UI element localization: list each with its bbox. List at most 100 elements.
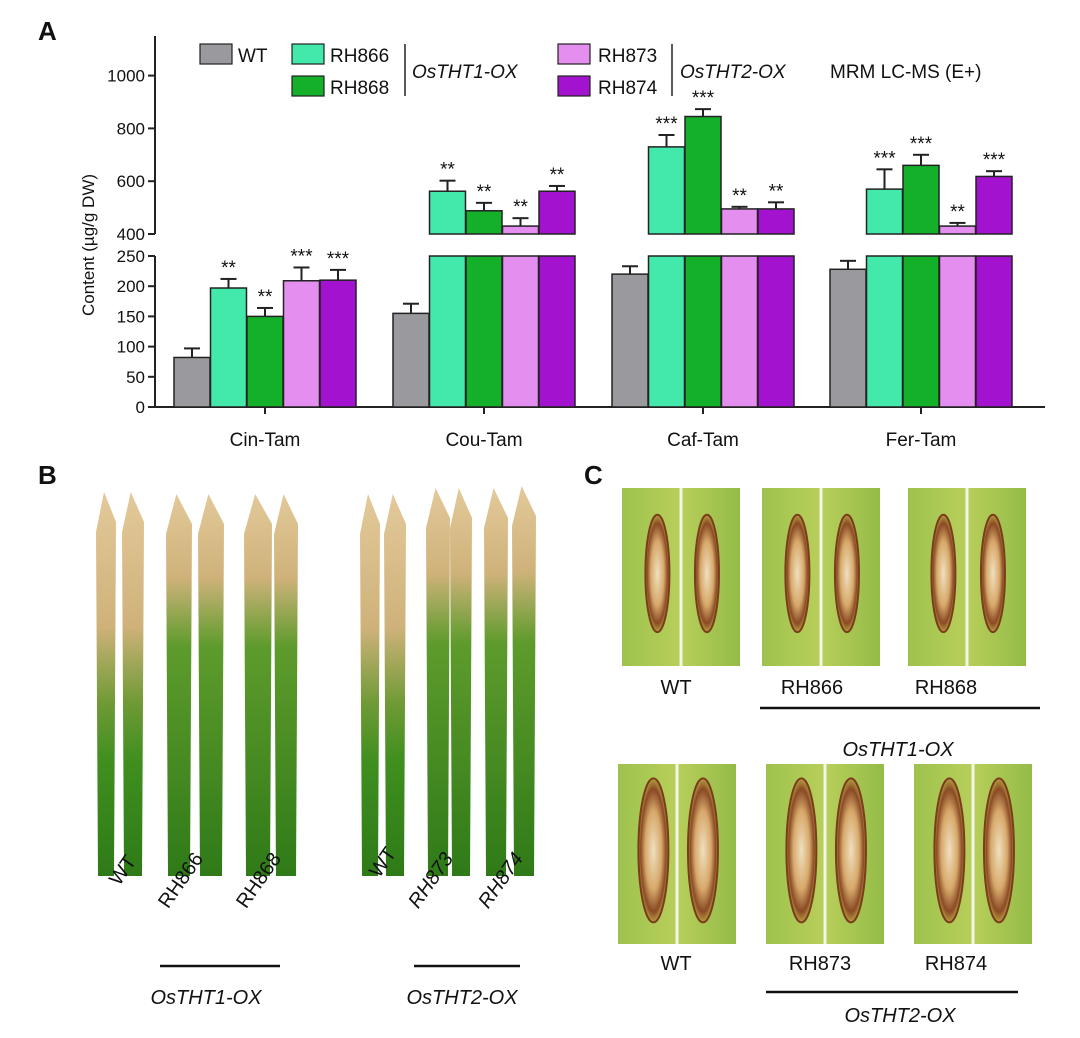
leaf-2 <box>122 492 144 876</box>
leaf-group-label-1: OsTHT1-OX <box>150 987 262 1009</box>
lesion-label-rh868: RH868 <box>915 677 977 699</box>
y-tick-label-upper-0: 400 <box>117 225 145 244</box>
lesion-group-label-1: OsTHT1-OX <box>842 739 954 761</box>
bar-rh873-caf-tam <box>720 208 759 235</box>
leaf-1 <box>96 492 116 876</box>
lesion-label-wt-2: WT <box>660 953 691 975</box>
lesion-photo-3 <box>908 488 1026 666</box>
bar-rh868-cin-tam <box>246 315 284 408</box>
leaf-11 <box>484 488 508 876</box>
bar-rh874-fer-tam-sig: *** <box>983 150 1006 171</box>
bar-rh874-fer-tam <box>975 175 1013 235</box>
bar-wt-cou-tam <box>392 312 430 408</box>
legend: WT RH866 RH868 OsTHT1-OX RH873 RH874 OsT… <box>199 43 981 99</box>
panel-label-a: A <box>38 16 57 46</box>
legend-label-rh873: RH873 <box>598 46 657 67</box>
lesion-label-rh873: RH873 <box>789 953 851 975</box>
bar-wt-fer-tam <box>829 268 867 408</box>
legend-label-rh866: RH866 <box>330 46 389 67</box>
bar-rh868-cou-tam-sig: ** <box>477 182 492 203</box>
legend-swatch-wt <box>199 43 233 65</box>
bar-rh874-cin-tam-sig: *** <box>327 249 350 270</box>
chart-title: MRM LC-MS (E+) <box>830 62 981 83</box>
y-tick-label-upper-2: 800 <box>117 119 145 138</box>
bar-rh866-cin-tam <box>209 287 248 408</box>
leaf-4 <box>198 494 224 876</box>
y-tick-label-lower-0: 0 <box>136 398 145 417</box>
bar-rh868-fer-tam-sig: *** <box>910 134 933 155</box>
bar-rh868-caf-tam <box>684 115 722 235</box>
bar-wt-cin-tam <box>173 356 211 408</box>
bar-rh866-cou-tam-lower <box>428 255 467 408</box>
bar-rh873-cin-tam <box>282 280 321 408</box>
bar-rh868-cou-tam <box>465 210 503 235</box>
panel-label-b: B <box>38 460 57 490</box>
panel-b-leaves-photo: WT RH866 RH868 OsTHT1-OX WT RH873 RH874 … <box>96 486 536 1009</box>
y-tick-label-upper-3: 1000 <box>107 67 145 86</box>
legend-group-1: OsTHT1-OX <box>412 62 519 83</box>
bar-rh873-cou-tam-lower <box>501 255 540 408</box>
leaf-12 <box>512 486 536 876</box>
lesion-label-rh866: RH866 <box>781 677 843 699</box>
lesion-label-wt-1: WT <box>660 677 691 699</box>
bar-rh873-fer-tam-sig: ** <box>950 202 965 223</box>
legend-swatch-rh866 <box>291 43 325 65</box>
lesion-photo-6 <box>914 764 1032 944</box>
bar-rh873-fer-tam <box>938 225 977 235</box>
y-tick-label-lower-3: 150 <box>117 307 145 326</box>
bar-rh866-caf-tam-sig: *** <box>655 114 678 135</box>
y-tick-label-lower-5: 250 <box>117 247 145 266</box>
bar-rh873-cin-tam-sig: *** <box>290 246 313 267</box>
y-tick-label-lower-4: 200 <box>117 277 145 296</box>
bar-rh868-caf-tam-sig: *** <box>692 88 715 109</box>
x-tick-label-1: Cou-Tam <box>445 430 522 451</box>
legend-label-rh874: RH874 <box>598 78 658 99</box>
legend-group-2: OsTHT2-OX <box>680 62 787 83</box>
bar-rh874-caf-tam-lower <box>757 255 795 408</box>
leaf-10 <box>450 488 472 876</box>
bar-rh866-cou-tam <box>428 190 467 235</box>
x-tick-label-3: Fer-Tam <box>886 430 957 451</box>
x-tick-label-2: Caf-Tam <box>667 430 739 451</box>
y-tick-label-lower-1: 50 <box>126 368 145 387</box>
bar-rh868-cin-tam-sig: ** <box>258 287 273 308</box>
bar-rh874-fer-tam-lower <box>975 255 1013 408</box>
panel-c-lesion-photos: WT RH866 RH868 OsTHT1-OX WT RH873 RH874 … <box>618 488 1040 1027</box>
bar-rh874-cou-tam <box>538 190 576 235</box>
leaf-5 <box>244 494 272 876</box>
bar-rh874-cin-tam <box>319 279 357 408</box>
bar-rh873-fer-tam-lower <box>938 255 977 408</box>
bar-rh866-caf-tam-lower <box>647 255 686 408</box>
bar-rh874-cou-tam-lower <box>538 255 576 408</box>
bar-rh868-fer-tam <box>902 164 940 235</box>
bar-rh866-cin-tam-sig: ** <box>221 258 236 279</box>
leaf-3 <box>166 494 192 876</box>
bar-rh873-caf-tam-sig: ** <box>732 186 747 207</box>
x-tick-label-0: Cin-Tam <box>230 430 301 451</box>
bar-rh873-cou-tam-sig: ** <box>513 197 528 218</box>
leaf-8 <box>384 494 406 876</box>
lesion-photo-5 <box>766 764 884 944</box>
lesion-group-label-2: OsTHT2-OX <box>844 1005 956 1027</box>
bar-rh866-fer-tam-lower <box>865 255 904 408</box>
y-tick-label-upper-1: 600 <box>117 172 145 191</box>
bar-rh873-cou-tam <box>501 225 540 235</box>
y-tick-label-lower-2: 100 <box>117 338 145 357</box>
bar-rh874-caf-tam-sig: ** <box>769 181 784 202</box>
bar-rh866-caf-tam <box>647 146 686 235</box>
leaf-group-label-2: OsTHT2-OX <box>406 987 518 1009</box>
bar-rh868-fer-tam-lower <box>902 255 940 408</box>
y-axis-label: Content (µg/g DW) <box>79 174 98 316</box>
legend-swatch-rh868 <box>291 75 325 97</box>
bar-rh874-cou-tam-sig: ** <box>550 165 565 186</box>
lesion-photo-2 <box>762 488 880 666</box>
bar-rh866-fer-tam <box>865 188 904 235</box>
chart-panel-a: Content (µg/g DW) 400 600 800 1000 0 50 100 15… <box>79 36 1045 451</box>
legend-label-wt: WT <box>238 46 268 67</box>
bar-wt-caf-tam <box>611 273 649 408</box>
leaf-7 <box>360 494 380 876</box>
bar-rh868-cou-tam-lower <box>465 255 503 408</box>
leaf-9 <box>426 488 450 876</box>
bar-rh866-fer-tam-sig: *** <box>873 148 896 169</box>
